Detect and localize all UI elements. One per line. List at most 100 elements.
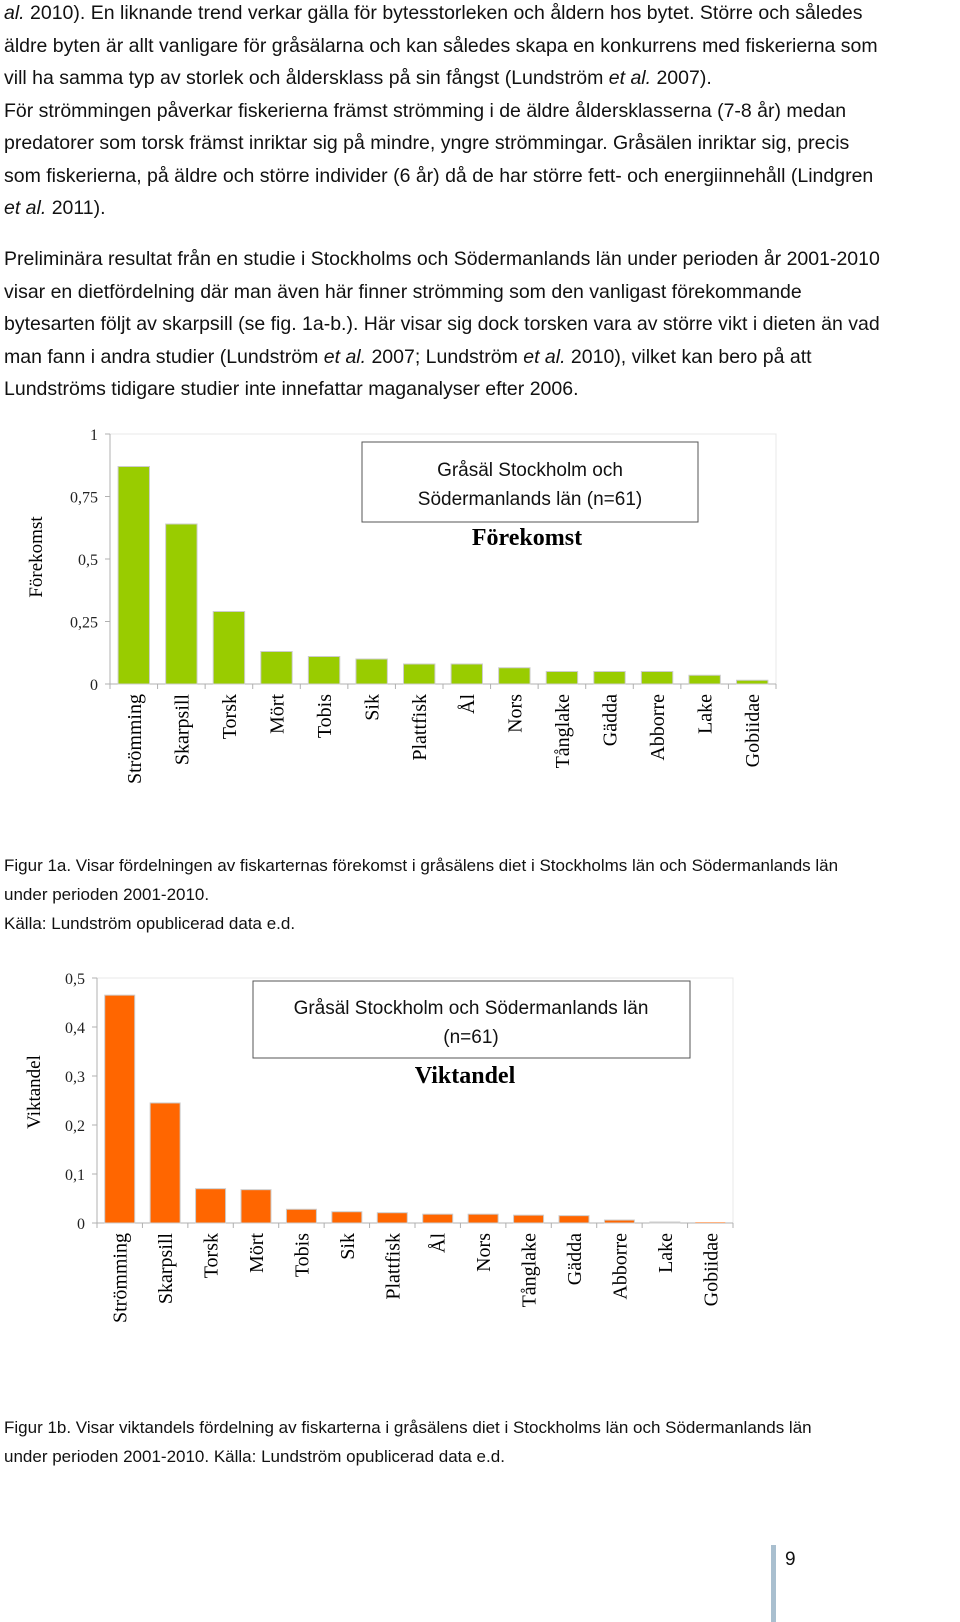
bar	[165, 523, 198, 685]
bar	[450, 663, 483, 685]
figure-caption-1b: Figur 1b. Visar viktandels fördelning av…	[4, 1413, 944, 1471]
text-run: 2010), vilket kan bero på att	[565, 345, 812, 368]
bar	[498, 667, 531, 685]
x-tick-label: Nors	[504, 694, 526, 733]
x-tick-label: Torsk	[201, 1233, 223, 1278]
text-run: al.	[4, 2, 25, 24]
paragraph-line: äldre byten är allt vanligare för gråsäl…	[4, 30, 954, 63]
bar	[212, 611, 246, 685]
text-run: vill ha samma typ av storlek och åldersk…	[4, 67, 609, 89]
x-tick-label: Tånglake	[552, 694, 574, 769]
y-tick-label: 0	[90, 677, 98, 694]
y-tick-label: 0,3	[65, 1069, 85, 1086]
text-run: Lundströms tidigare studier inte innefat…	[4, 378, 579, 400]
text-run: predatorer som torsk främst inriktar sig…	[4, 132, 850, 154]
y-tick-label: 0	[77, 1216, 85, 1233]
x-tick-label: Abborre	[609, 1233, 631, 1300]
x-tick-label: Skarpsill	[155, 1233, 177, 1305]
x-tick-label: Sik	[337, 1233, 359, 1260]
paragraph-line: vill ha samma typ av storlek och åldersk…	[4, 62, 954, 95]
page-number-bar	[771, 1545, 776, 1622]
legend-box-line: Gråsäl Stockholm och	[437, 460, 623, 481]
paragraph-line: visar en dietfördelning där man även här…	[4, 276, 954, 309]
text-run: 2011).	[46, 197, 106, 219]
bar	[285, 1208, 317, 1224]
text-run: et al.	[4, 197, 47, 219]
x-tick-label: Plattfisk	[409, 694, 431, 761]
paragraph-line: som fiskerierna, på äldre och större ind…	[4, 160, 954, 193]
bar	[403, 663, 436, 685]
y-tick-label: 0,1	[65, 1167, 85, 1184]
text-run: et al.	[323, 345, 367, 368]
x-tick-label: Mört	[267, 694, 289, 734]
text-run: För strömmingen påverkar fiskerierna frä…	[4, 99, 847, 122]
caption-line: under perioden 2001-2010. Källa: Lundstr…	[4, 1447, 505, 1466]
y-axis-label: Förekomst	[26, 516, 47, 598]
bar	[467, 1213, 499, 1224]
x-tick-label: Gobiidae	[700, 1233, 722, 1306]
text-run: visar en dietfördelning där man även här…	[4, 280, 802, 303]
bar	[240, 1189, 272, 1224]
bar	[117, 466, 150, 685]
bar	[355, 658, 388, 685]
x-tick-label: Tånglake	[519, 1233, 541, 1308]
bar	[260, 651, 293, 685]
caption-line: Figur 1a. Visar fördelningen av fiskarte…	[4, 856, 839, 875]
y-axis-label: Viktandel	[24, 1055, 45, 1129]
bar	[513, 1214, 545, 1224]
bar	[558, 1215, 590, 1224]
y-tick-label: 0,75	[70, 490, 98, 507]
y-tick-label: 0,2	[65, 1118, 85, 1135]
x-tick-label: Gobiidae	[742, 694, 764, 767]
bar	[195, 1188, 227, 1224]
bar	[649, 1221, 681, 1224]
bar	[688, 674, 721, 685]
bar	[104, 994, 136, 1224]
text-run: et al.	[523, 345, 566, 368]
x-tick-label: Ål	[428, 1233, 450, 1253]
legend-box-line: Södermanlands län (n=61)	[418, 489, 642, 510]
legend-box	[361, 441, 699, 523]
text-run: man fann i andra studier (Lundström	[4, 345, 324, 368]
bar	[149, 1102, 181, 1224]
x-tick-label: Plattfisk	[382, 1233, 404, 1300]
paragraph-line: man fann i andra studier (Lundström et a…	[4, 341, 954, 374]
text-run: 2010). En liknande trend verkar gälla fö…	[24, 2, 863, 24]
x-tick-label: Strömming	[124, 694, 146, 784]
x-tick-label: Gädda	[600, 694, 622, 746]
y-tick-label: 0,5	[65, 971, 85, 988]
paragraph-line: Lundströms tidigare studier inte innefat…	[4, 373, 954, 406]
chart-title: Förekomst	[472, 525, 582, 551]
x-tick-label: Strömming	[110, 1233, 132, 1323]
bar	[695, 1222, 726, 1223]
figure-caption-1a: Figur 1a. Visar fördelningen av fiskarte…	[4, 851, 944, 938]
text-run: bytesarten följt av skarpsill (se fig. 1…	[4, 313, 880, 335]
bar	[603, 1219, 635, 1224]
x-tick-label: Mört	[246, 1233, 268, 1273]
y-tick-label: 0,5	[78, 552, 98, 569]
legend-box-line: Gråsäl Stockholm och Södermanlands län	[294, 998, 649, 1019]
x-tick-label: Tobis	[314, 694, 336, 738]
text-run: et al.	[608, 67, 652, 89]
text-run: som fiskerierna, på äldre och större ind…	[4, 164, 874, 187]
bar	[376, 1212, 408, 1224]
bar	[593, 671, 626, 685]
y-tick-label: 1	[90, 427, 98, 444]
caption-line: under perioden 2001-2010.	[4, 885, 210, 904]
x-tick-label: Sik	[362, 694, 384, 721]
paragraph-line: För strömmingen påverkar fiskerierna frä…	[4, 95, 954, 128]
x-tick-label: Abborre	[647, 694, 669, 761]
x-tick-label: Ål	[457, 694, 479, 714]
legend-box-line: (n=61)	[443, 1027, 498, 1048]
bar	[307, 656, 341, 685]
page-number: 9	[785, 1549, 796, 1570]
x-tick-label: Tobis	[291, 1233, 313, 1277]
paragraph-line: predatorer som torsk främst inriktar sig…	[4, 127, 954, 160]
bar	[736, 679, 769, 685]
paragraph-line: et al. 2011).	[4, 192, 954, 225]
x-tick-label: Torsk	[219, 694, 241, 739]
chart-title: Viktandel	[415, 1063, 516, 1089]
body-paragraph-2: Preliminära resultat från en studie i St…	[4, 243, 954, 406]
bar	[545, 671, 579, 685]
text-run: 2007; Lundström	[366, 345, 524, 368]
